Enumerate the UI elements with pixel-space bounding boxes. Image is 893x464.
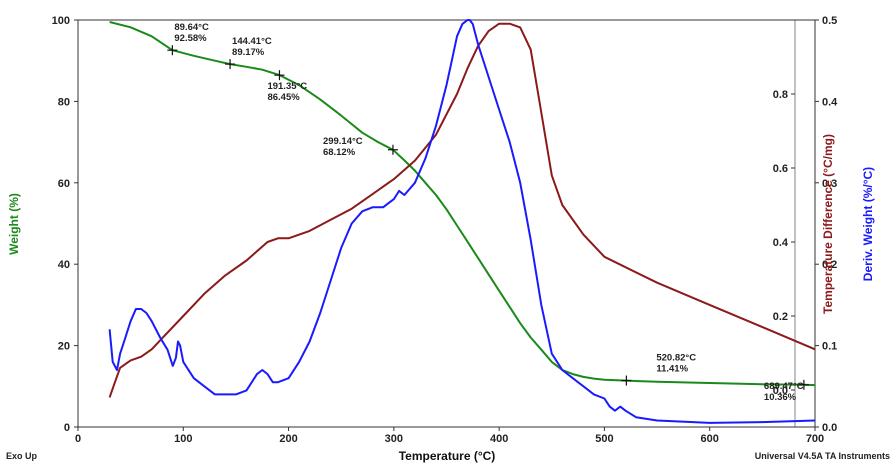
deriv-tick-label: 0.4 [822,96,838,108]
annotation-temp-label: 520.82°C [656,353,696,364]
annotation-weight-label: 92.58% [174,33,207,44]
annotation-weight-label: 10.36% [764,392,797,403]
weight-tick-label: 60 [58,178,70,190]
deriv-weight-line [108,19,816,424]
deriv-tick-label: 0.3 [822,178,837,190]
x-tick-label: 0 [75,433,81,445]
tempdiff-tick-label: 0.8 [773,89,788,101]
x-tick-label: 300 [385,433,403,445]
annotation-weight-label: 11.41% [656,364,688,375]
x-tick-label: 500 [595,433,613,445]
deriv-axis-title: Deriv. Weight (%/°C) [861,167,875,281]
tempdiff-tick-label: 0.0 [773,385,788,397]
annotation-temp-label: 191.35°C [267,81,307,92]
annotation-layer: 89.64°C92.58% 144.41°C89.17% 191.35°C86.45… [167,22,809,403]
x-tick-label: 400 [490,433,508,445]
weight-tick-label: 20 [58,341,70,353]
weight-axis-ticks: 0 20 40 60 80 100 [52,15,78,434]
tempdiff-line [108,22,816,398]
tempdiff-axis-ticks: 0.0 0.2 0.4 0.6 0.8 [773,20,796,427]
tempdiff-tick-label: 0.6 [773,163,788,175]
weight-line [109,21,816,387]
annotation-temp-label: 299.14°C [323,136,363,147]
x-tick-label: 600 [701,433,719,445]
x-tick-label: 100 [174,433,192,445]
x-tick-label: 700 [806,433,824,445]
annotation-weight-label: 89.17% [232,47,265,58]
weight-tick-label: 100 [52,15,70,27]
series-layer [108,19,816,424]
weight-tick-label: 0 [64,422,70,434]
x-axis-ticks: 0 100 200 300 400 500 600 700 [75,427,824,445]
instrument-label: Universal V4.5A TA Instruments [755,451,890,461]
deriv-tick-label: 0.5 [822,15,837,27]
deriv-axis-ticks: 0.0 0.1 0.2 0.3 0.4 0.5 [815,15,838,434]
annotation-temp-label: 689.47°C [764,381,804,392]
annotation-temp-label: 89.64°C [174,22,209,33]
exo-up-label: Exo Up [6,451,38,461]
x-axis-title: Temperature (°C) [399,449,496,463]
tempdiff-tick-label: 0.4 [773,237,789,249]
tempdiff-tick-label: 0.2 [773,311,788,323]
deriv-tick-label: 0.2 [822,259,837,271]
deriv-tick-label: 0.1 [822,341,837,353]
weight-tick-label: 80 [58,96,70,108]
weight-tick-label: 40 [58,259,70,271]
tempdiff-axis-title: Temperature Difference (°C/mg) [821,134,835,314]
annotation-weight-label: 86.45% [267,92,300,103]
plot-frame [77,19,816,428]
annotation-temp-label: 144.41°C [232,36,272,47]
x-tick-label: 200 [279,433,297,445]
deriv-tick-label: 0.0 [822,422,837,434]
annotation-weight-label: 68.12% [323,147,356,158]
weight-axis-title: Weight (%) [7,193,21,255]
